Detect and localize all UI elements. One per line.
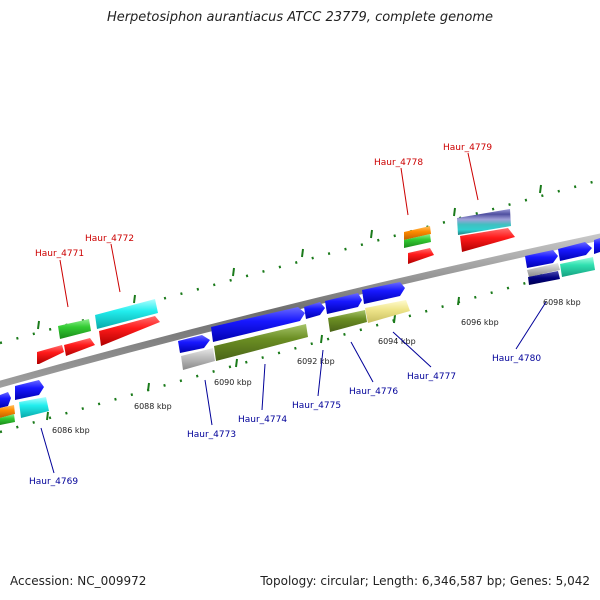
gene-label[interactable]: Haur_4776: [349, 387, 398, 397]
gene-haur-4776-group[interactable]: [325, 293, 367, 332]
tick-label: 6098 kbp: [543, 298, 581, 307]
gene-label[interactable]: Haur_4779: [443, 143, 492, 153]
gene-haur-4774-group[interactable]: [211, 307, 308, 361]
tick-label: 6088 kbp: [134, 402, 172, 411]
gene-label[interactable]: Haur_4777: [407, 372, 456, 382]
tick-label: 6092 kbp: [297, 357, 335, 366]
top-leader-lines: [59, 152, 479, 308]
gene-label[interactable]: Haur_4778: [374, 158, 423, 168]
top-major-ticks: [37, 184, 542, 330]
gene-label[interactable]: Haur_4780: [492, 354, 541, 364]
gene-label[interactable]: Haur_4769: [29, 477, 78, 487]
tick-label: 6090 kbp: [214, 378, 252, 387]
gene-label[interactable]: Haur_4775: [292, 401, 341, 411]
genome-summary: Topology: circular; Length: 6,346,587 bp…: [260, 574, 590, 588]
bottom-major-ticks: [46, 273, 542, 421]
tick-label: 6086 kbp: [52, 426, 90, 435]
top-gene-labels: Haur_4771 Haur_4772 Haur_4778 Haur_4779: [35, 143, 492, 259]
gene-haur-4773-group[interactable]: [178, 335, 215, 370]
gene-haur-4772-group[interactable]: [95, 299, 160, 346]
genome-backbone: [0, 233, 600, 388]
gene-label[interactable]: Haur_4772: [85, 234, 134, 244]
accession-label: Accession: NC_009972: [10, 574, 147, 588]
gene-label[interactable]: Haur_4771: [35, 249, 84, 259]
bottom-gene-labels: Haur_4769 Haur_4773 Haur_4774 Haur_4775 …: [29, 354, 541, 487]
gene-haur-4780-group[interactable]: [525, 238, 600, 285]
gene-label[interactable]: Haur_4774: [238, 415, 287, 425]
gene-haur-4771-group[interactable]: [37, 319, 95, 364]
gene-haur-4769-group[interactable]: [0, 380, 49, 425]
tick-label: 6094 kbp: [378, 337, 416, 346]
map-title: Herpetosiphon aurantiacus ATCC 23779, co…: [106, 10, 494, 25]
tick-labels: 6086 kbp 6088 kbp 6090 kbp 6092 kbp 6094…: [52, 298, 581, 435]
gene-haur-4777-group[interactable]: [362, 282, 410, 323]
tick-label: 6096 kbp: [461, 318, 499, 327]
bottom-tick-rail: [0, 260, 600, 434]
bottom-leader-lines: [40, 301, 547, 474]
gene-haur-4779-group[interactable]: [457, 209, 515, 252]
gene-haur-4775-group[interactable]: [304, 302, 325, 319]
gene-label[interactable]: Haur_4773: [187, 430, 236, 440]
gene-haur-4778-group[interactable]: [404, 226, 434, 264]
